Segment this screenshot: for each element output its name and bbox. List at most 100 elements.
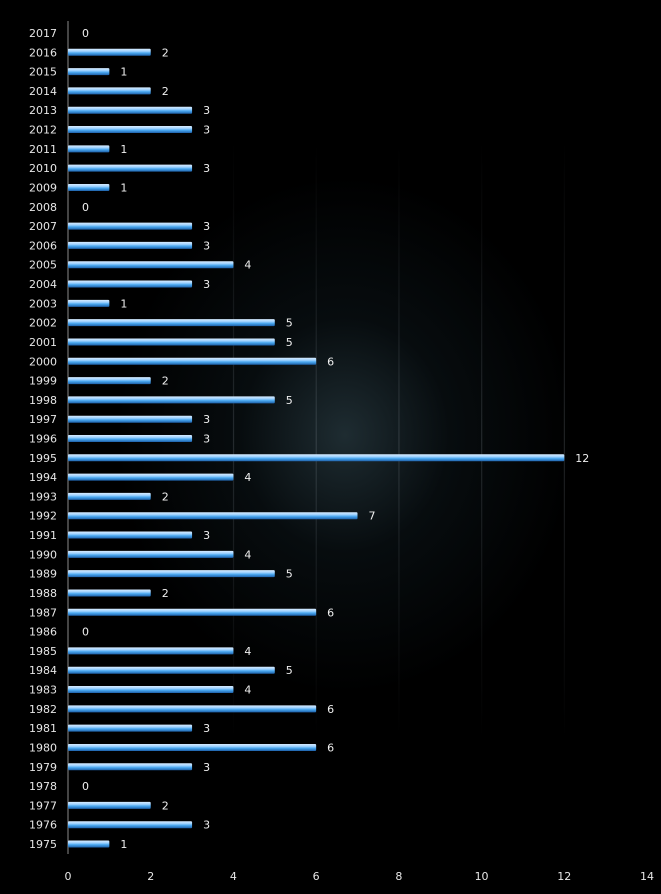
bar: [68, 570, 275, 578]
bar: [68, 801, 151, 809]
bar: [68, 357, 317, 365]
data-label: 2: [162, 85, 169, 98]
y-tick-label: 2007: [29, 220, 57, 233]
bar: [68, 68, 110, 76]
data-label: 7: [369, 510, 376, 523]
x-tick-label: 0: [65, 870, 72, 883]
data-label: 3: [203, 104, 210, 117]
data-label: 3: [203, 220, 210, 233]
bar: [68, 338, 275, 346]
x-tick-label: 12: [557, 870, 571, 883]
bar: [68, 435, 193, 442]
y-tick-label: 1991: [29, 529, 57, 542]
y-tick-label: 1984: [29, 664, 57, 677]
bar: [68, 415, 193, 423]
data-label: 3: [203, 124, 210, 137]
bar: [68, 531, 193, 539]
y-tick-label: 2011: [29, 143, 57, 156]
glow-line: [315, 140, 317, 740]
y-tick-label: 1977: [29, 799, 57, 812]
y-tick-label: 1987: [29, 606, 57, 619]
y-tick-label: 1980: [29, 741, 57, 754]
bar: [68, 87, 151, 95]
glow-line: [481, 140, 483, 740]
data-label: 5: [286, 664, 293, 677]
y-tick-label: 1985: [29, 645, 57, 658]
bar: [68, 743, 317, 751]
data-label: 2: [162, 490, 169, 503]
x-tick-label: 8: [395, 870, 402, 883]
bar: [68, 492, 151, 500]
bar: [68, 261, 234, 269]
bar: [68, 473, 234, 481]
data-label: 1: [120, 838, 127, 851]
y-tick-label: 2016: [29, 46, 57, 59]
data-label: 1: [120, 181, 127, 194]
y-tick-label: 1982: [29, 703, 57, 716]
bar: [68, 377, 151, 385]
bar: [68, 222, 193, 230]
y-tick-label: 1995: [29, 452, 57, 465]
bar: [68, 840, 110, 848]
bar: [68, 763, 193, 771]
data-label: 6: [327, 703, 334, 716]
y-tick-label: 2002: [29, 317, 57, 330]
y-tick-label: 1978: [29, 780, 57, 793]
data-label: 1: [120, 297, 127, 310]
data-label: 3: [203, 433, 210, 446]
bar: [68, 299, 110, 307]
bar: [68, 319, 275, 327]
bar: [68, 396, 275, 404]
data-label: 1: [120, 66, 127, 79]
data-label: 3: [203, 162, 210, 175]
glow-line: [398, 140, 400, 740]
y-tick-label: 2015: [29, 66, 57, 79]
data-label: 5: [286, 336, 293, 349]
bar: [68, 106, 193, 114]
bar: [68, 145, 110, 153]
y-tick-label: 2005: [29, 259, 57, 272]
x-tick-label: 6: [313, 870, 320, 883]
y-tick-label: 1993: [29, 490, 57, 503]
data-label: 3: [203, 278, 210, 291]
y-tick-label: 1988: [29, 587, 57, 600]
y-tick-label: 2009: [29, 181, 57, 194]
bar: [68, 454, 565, 462]
y-tick-label: 1997: [29, 413, 57, 426]
y-tick-label: 1990: [29, 548, 57, 561]
glow-line: [232, 140, 235, 740]
bar: [68, 48, 151, 56]
y-tick-label: 1986: [29, 626, 57, 639]
data-label: 12: [575, 452, 589, 465]
bar: [68, 647, 234, 655]
data-label: 2: [162, 46, 169, 59]
bar: [68, 512, 358, 520]
y-tick-label: 2012: [29, 124, 57, 137]
data-label: 6: [327, 741, 334, 754]
y-tick-label: 1976: [29, 819, 57, 832]
data-label: 6: [327, 606, 334, 619]
y-tick-labels: 2017 2016 2015 2014 2013 2012 2011 2010 2009 2008…: [29, 27, 57, 851]
bar: [68, 183, 110, 191]
bar: [68, 164, 193, 172]
data-label: 3: [203, 529, 210, 542]
data-labels: 0212331310334315562533124273452604546363…: [82, 27, 589, 851]
data-label: 0: [82, 780, 89, 793]
data-label: 1: [120, 143, 127, 156]
y-tick-label: 2003: [29, 297, 57, 310]
data-label: 2: [162, 587, 169, 600]
bar: [68, 280, 193, 288]
y-tick-label: 1979: [29, 761, 57, 774]
x-tick-label: 10: [475, 870, 489, 883]
y-tick-label: 2008: [29, 201, 57, 214]
y-tick-label: 2010: [29, 162, 57, 175]
data-label: 3: [203, 761, 210, 774]
bar: [68, 589, 151, 597]
x-tick-label: 14: [640, 870, 654, 883]
data-label: 0: [82, 626, 89, 639]
y-tick-label: 1983: [29, 684, 57, 697]
x-tick-label: 4: [230, 870, 237, 883]
data-label: 3: [203, 819, 210, 832]
